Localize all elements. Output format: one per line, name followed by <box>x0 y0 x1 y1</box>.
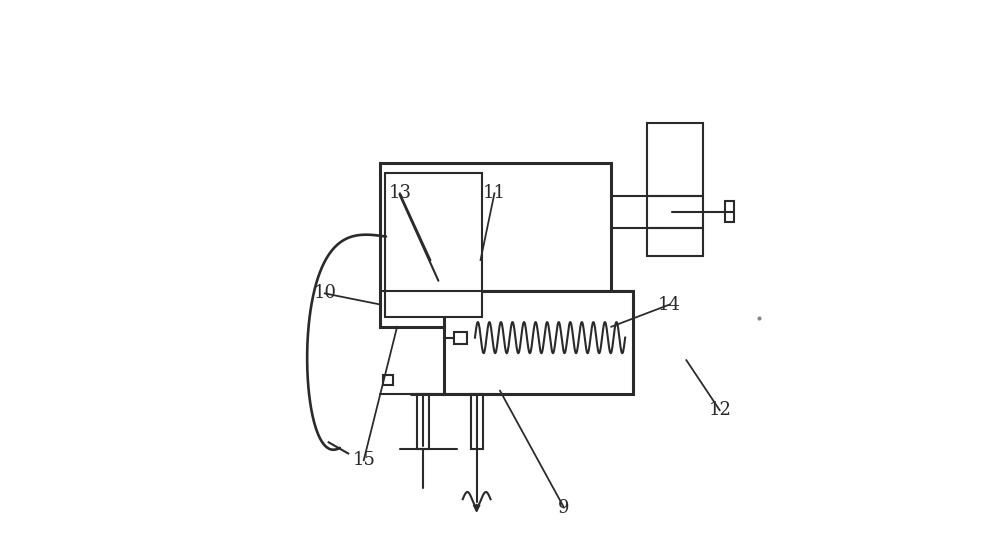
Bar <box>725 201 734 222</box>
Text: 9: 9 <box>558 499 570 517</box>
Bar <box>471 394 483 449</box>
Bar <box>454 331 467 344</box>
Text: 12: 12 <box>708 401 731 419</box>
Bar <box>417 394 429 449</box>
Bar <box>380 163 611 327</box>
Text: 15: 15 <box>352 451 375 469</box>
Text: 11: 11 <box>483 184 506 202</box>
Text: 13: 13 <box>388 184 411 202</box>
Bar <box>647 123 703 256</box>
Text: 14: 14 <box>658 296 681 314</box>
Bar <box>383 375 393 385</box>
Text: 10: 10 <box>313 285 336 302</box>
Bar <box>385 173 482 317</box>
Bar <box>444 291 633 394</box>
